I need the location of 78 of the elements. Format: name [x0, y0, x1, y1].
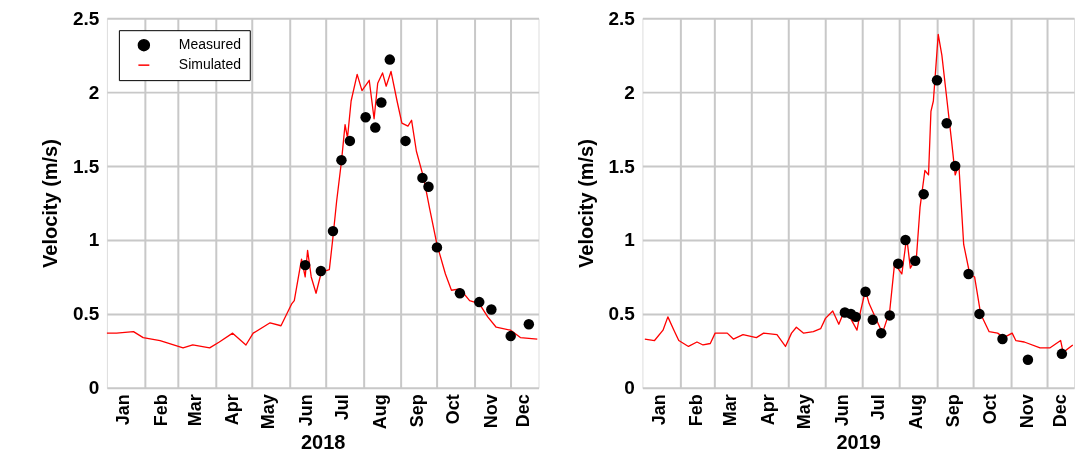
point	[900, 234, 911, 246]
x-tick-label: Oct	[979, 394, 1000, 425]
y-axis-title: Velocity (m/s)	[39, 139, 62, 268]
y-axis-title: Velocity (m/s)	[574, 139, 597, 268]
y-tick-label: 1	[88, 229, 100, 251]
y-tick-label: 2.5	[73, 7, 100, 29]
y-tick-label: 1	[624, 229, 636, 251]
point	[949, 160, 961, 172]
x-tick-label: Jul	[868, 394, 889, 421]
x-tick-label: Oct	[443, 394, 464, 425]
point	[486, 304, 497, 315]
x-tick-label: Jul	[332, 394, 353, 421]
point	[454, 287, 466, 299]
legend-label: Simulated	[178, 56, 241, 73]
x-tick-label: Feb	[150, 394, 171, 427]
x-axis-title: 2018	[300, 431, 346, 454]
point	[384, 54, 396, 65]
x-tick-label: Nov	[480, 394, 501, 429]
point	[376, 97, 387, 108]
line-series	[106, 70, 538, 349]
point	[299, 259, 311, 271]
y-tick-label: 0.5	[73, 303, 100, 325]
x-tick-label: Aug	[905, 394, 926, 430]
x-tick-label: Apr	[222, 394, 243, 426]
point	[315, 265, 327, 277]
point	[400, 135, 411, 147]
x-tick-label: Jan	[648, 394, 669, 426]
x-tick-label: May	[258, 394, 279, 430]
point	[360, 112, 371, 123]
point	[1056, 348, 1068, 360]
point	[327, 225, 339, 237]
point	[963, 268, 974, 280]
x-tick-label: Jun	[295, 394, 316, 427]
point	[876, 327, 887, 339]
point	[370, 122, 381, 133]
point	[423, 181, 434, 192]
x-tick-label: Mar	[184, 394, 205, 427]
x-tick-label: Feb	[686, 394, 707, 427]
point	[431, 242, 443, 253]
point	[474, 296, 485, 308]
legend-label: Measured	[178, 36, 241, 53]
x-tick-label: Aug	[369, 394, 390, 430]
x-tick-label: Nov	[1017, 394, 1038, 429]
x-tick-label: Dec	[1050, 394, 1071, 428]
point	[860, 286, 871, 297]
y-tick-label: 2	[624, 81, 635, 103]
y-tick-label: 2.5	[608, 7, 636, 29]
point	[918, 188, 929, 200]
x-tick-label: Apr	[757, 394, 778, 426]
x-tick-label: Sep	[407, 394, 428, 428]
x-tick-label: Dec	[513, 394, 534, 428]
point	[523, 319, 535, 330]
point	[931, 75, 943, 86]
point	[417, 172, 428, 184]
point	[336, 154, 347, 166]
x-axis-title: 2019	[836, 431, 881, 454]
y-tick-label: 0.5	[608, 303, 636, 325]
y-tick-label: 0	[624, 377, 635, 399]
point	[974, 308, 985, 320]
point	[344, 135, 356, 147]
point	[1022, 354, 1034, 365]
y-tick-label: 1.5	[608, 155, 636, 177]
point	[997, 333, 1008, 345]
point	[909, 255, 921, 266]
point	[892, 258, 904, 269]
y-tick-label: 1.5	[73, 155, 100, 177]
x-tick-label: May	[794, 394, 815, 430]
x-tick-label: Jun	[831, 394, 852, 427]
x-tick-label: Jan	[113, 394, 134, 426]
point	[850, 311, 862, 323]
x-tick-label: Sep	[943, 394, 964, 428]
point	[941, 117, 952, 129]
y-tick-label: 2	[88, 81, 100, 103]
point	[867, 314, 878, 326]
y-tick-label: 0	[88, 377, 100, 399]
point	[884, 310, 895, 321]
point	[505, 330, 516, 342]
x-tick-label: Mar	[720, 394, 741, 427]
